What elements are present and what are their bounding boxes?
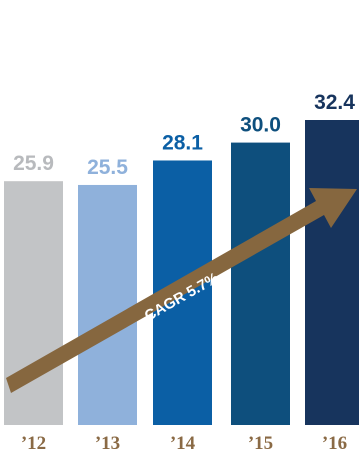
value-label-0: 25.9 [13,152,54,175]
value-label-2: 28.1 [162,131,203,154]
x-tick-label-0: ’12 [21,433,46,454]
x-tick-label-4: ’16 [322,433,347,454]
x-tick-labels: ’12 ’13 ’14 ’15 ’16 [21,433,347,454]
x-tick-label-1: ’13 [95,433,120,454]
cagr-arrow [6,188,357,393]
value-label-3: 30.0 [240,114,281,137]
value-label-4: 32.4 [314,91,355,114]
value-label-1: 25.5 [87,156,128,179]
bars-layer [4,120,359,425]
value-labels-layer: 25.9 25.5 28.1 30.0 32.4 [13,91,355,179]
bar-3 [231,142,290,425]
bar-1 [78,184,137,425]
x-tick-label-3: ’15 [248,433,273,454]
x-tick-label-2: ’14 [170,433,196,454]
bar-4 [305,120,359,425]
